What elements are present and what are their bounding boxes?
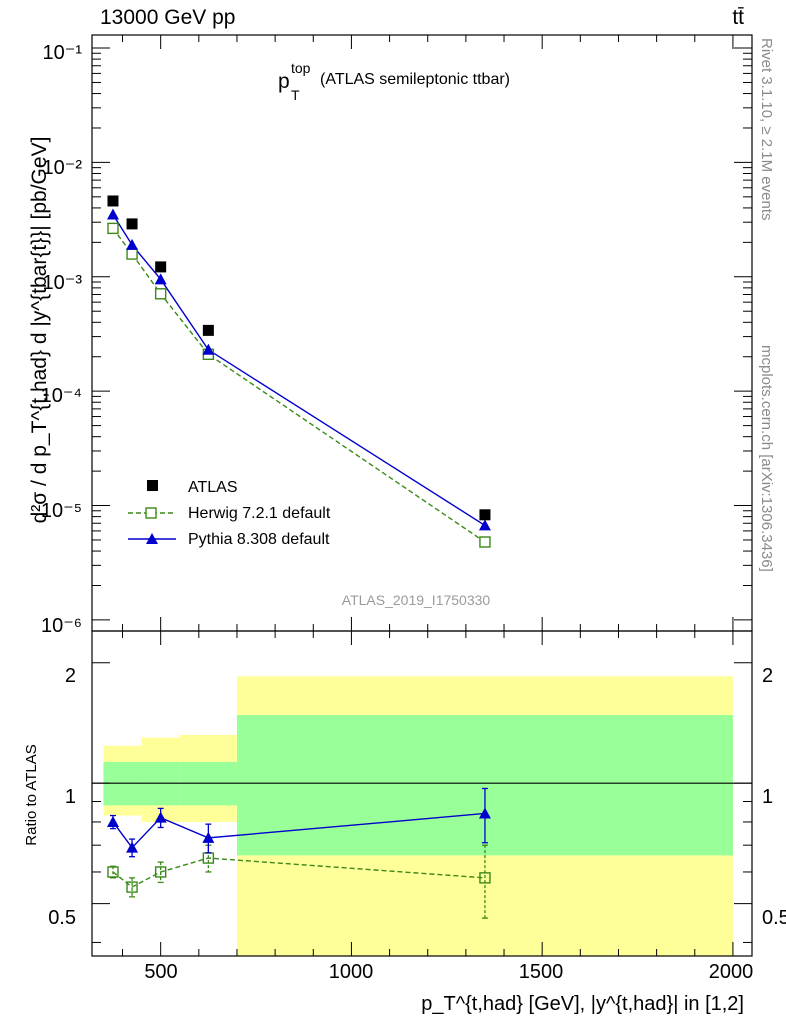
x-tick-label: 2000: [709, 961, 754, 983]
y-axis-title: d²σ / d p_T^{t,had} d |y^{tbar{t}}| [pb/…: [28, 137, 51, 524]
herwig-line: [112, 227, 486, 543]
atlas-point: [107, 195, 119, 207]
pythia-line: [112, 214, 486, 527]
atlas-point: [202, 324, 214, 336]
main-series: [106, 195, 491, 548]
atlas-point: [479, 509, 491, 521]
y-tick-label: 10⁻²: [43, 157, 83, 179]
y-tick-label: 10⁻⁶: [41, 615, 82, 637]
herwig-point: [126, 248, 138, 260]
mcplots-text: mcplots.cern.ch [arXiv:1306.3436]: [758, 345, 775, 572]
analysis-tag: ATLAS_2019_I1750330: [342, 592, 491, 608]
plot-title-sup: top: [291, 60, 311, 76]
pythia-ratio-point: [478, 807, 491, 819]
herwig-point: [479, 536, 491, 548]
energy-label: 13000 GeV pp: [100, 6, 235, 29]
ratio-tick-label-right: 2: [762, 665, 773, 687]
y-tick-label: 10⁻³: [43, 272, 83, 294]
y-tick-label: 10⁻¹: [43, 42, 83, 64]
pythia-point: [106, 208, 119, 220]
ratio-uncertainty-bands: [92, 676, 752, 956]
pythia-point: [154, 273, 167, 285]
atlas-point: [126, 218, 138, 230]
legend: ATLAS Herwig 7.2.1 default Pythia 8.308 …: [128, 479, 331, 548]
herwig-ratio-point: [154, 866, 167, 878]
ratio-tick-label: 0.5: [48, 907, 76, 929]
plot-title-sub: T: [291, 87, 300, 103]
herwig-point: [107, 222, 119, 235]
x-axis-title: p_T^{t,had} [GeV], |y^{t,had}| in [1,2]: [421, 993, 744, 1015]
ratio-y-tick-labels: 2 1 0.5 2 1 0.5: [48, 665, 786, 929]
ratio-series: [106, 787, 491, 919]
pythia-ratio-point: [154, 811, 167, 823]
y-tick-label: 10⁻⁴: [41, 385, 82, 407]
pythia-ratio-point: [126, 841, 139, 853]
pythia-point: [202, 343, 215, 355]
ratio-tick-label-right: 1: [762, 786, 773, 808]
pythia-ratio-point: [106, 815, 119, 827]
herwig-ratio-line: [112, 857, 485, 888]
herwig-ratio-point: [107, 866, 119, 878]
process-label: tt̄: [732, 6, 744, 29]
x-tick-label: 1000: [329, 961, 374, 983]
legend-atlas-label: ATLAS: [188, 479, 238, 496]
herwig-point: [154, 288, 167, 300]
herwig-ratio-point: [202, 852, 215, 864]
ratio-tick-label: 2: [65, 665, 76, 687]
herwig-ratio-point: [126, 881, 138, 893]
rivet-version-text: Rivet 3.1.10, ≥ 2.1M events: [758, 38, 775, 221]
main-y-tick-labels: 10⁻¹ 10⁻² 10⁻³ 10⁻⁴ 10⁻⁵ 10⁻⁶: [41, 42, 83, 637]
y-tick-label: 10⁻⁵: [41, 500, 82, 522]
legend-herwig-label: Herwig 7.2.1 default: [188, 505, 331, 522]
legend-atlas-marker: [147, 480, 158, 491]
atlas-point: [155, 261, 167, 273]
pythia-ratio-point: [202, 831, 215, 843]
pythia-point: [126, 238, 139, 250]
ratio-tick-label-right: 0.5: [762, 907, 786, 929]
ratio-y-axis-title: Ratio to ATLAS: [23, 744, 40, 845]
x-tick-label: 1500: [519, 961, 564, 983]
axis-ticks: [92, 35, 752, 956]
ratio-tick-label: 1: [65, 786, 76, 808]
herwig-ratio-point: [479, 872, 491, 884]
pythia-point: [478, 519, 491, 531]
x-tick-labels: 500 1000 1500 2000: [144, 961, 753, 983]
plot-title-main: p: [278, 70, 290, 93]
x-tick-label: 500: [144, 961, 177, 983]
plot-title-rest: (ATLAS semileptonic ttbar): [320, 71, 510, 88]
legend-herwig-marker: [145, 507, 157, 519]
legend-pythia-label: Pythia 8.308 default: [188, 531, 330, 548]
ratio-plot-frame: [91, 630, 753, 957]
legend-pythia-marker: [146, 533, 158, 544]
plot-title: p top T (ATLAS semileptonic ttbar): [278, 60, 510, 103]
